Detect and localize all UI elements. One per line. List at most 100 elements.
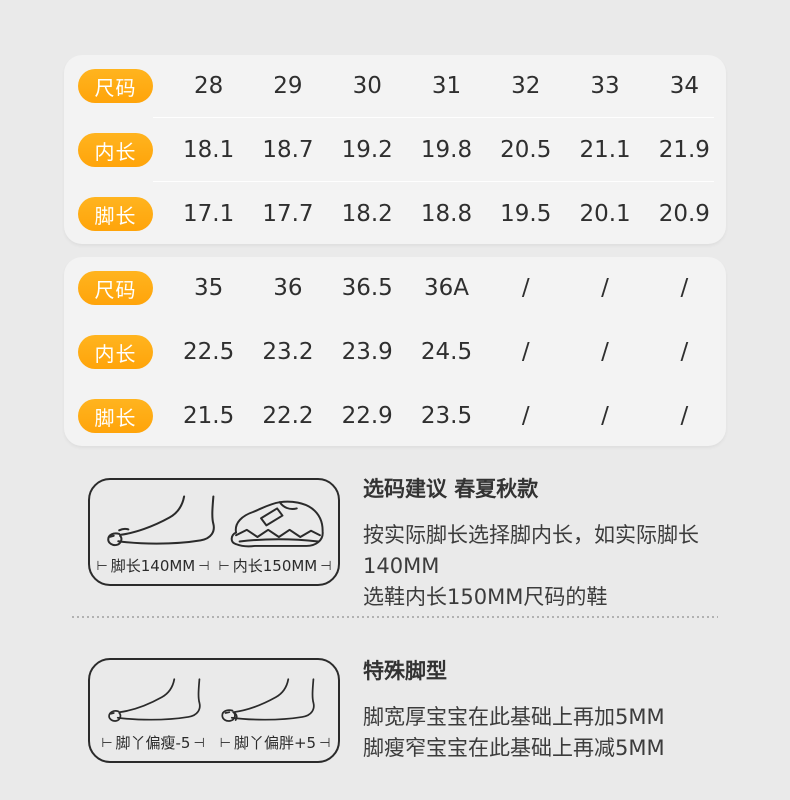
row-label-badge: 内长: [78, 133, 153, 167]
measure-text: 内长150MM: [232, 557, 318, 575]
illustration-area: [90, 480, 338, 553]
dotted-divider: [72, 616, 718, 618]
foot-length-value: 20.1: [579, 201, 631, 227]
foot-length-value: /: [601, 403, 609, 429]
special-foot-text: 特殊脚型 脚宽厚宝宝在此基础上再加5MM 脚瘦窄宝宝在此基础上再减5MM: [363, 655, 773, 764]
row-label-badge: 脚长: [78, 399, 153, 433]
size-value: 36: [273, 275, 303, 301]
special-foot-illustration-box: ⊢ 脚丫偏瘦-5 ⊣ ⊢ 脚丫偏胖+5 ⊣: [88, 658, 340, 763]
table-row-foot-length: 脚长 17.1 17.7 18.2 18.8 19.5 20.1 20.9: [64, 183, 726, 245]
row-cells: 22.5 23.2 23.9 24.5 / / /: [169, 339, 724, 365]
size-table-35-36A: 尺码 35 36 36.5 36A / / / 内长 22.5 23.2 23.…: [64, 257, 726, 446]
measure-text: 脚长140MM: [110, 557, 196, 575]
advice-line-2: 选鞋内长150MM尺码的鞋: [363, 585, 608, 609]
size-value: /: [680, 275, 689, 301]
table-row-size: 尺码 28 29 30 31 32 33 34: [64, 55, 726, 117]
measure-start-tick-icon: ⊢: [101, 736, 113, 751]
size-value: 31: [431, 73, 462, 99]
sneaker-side-icon: [230, 500, 324, 548]
table-row-size: 尺码 35 36 36.5 36A / / /: [64, 257, 726, 319]
measure-start-tick-icon: ⊢: [219, 736, 231, 751]
size-value: /: [521, 275, 530, 301]
measure-text: 脚丫偏瘦-5: [115, 734, 191, 752]
size-value: 33: [590, 73, 620, 99]
illustration-area: [90, 660, 338, 730]
size-value: 35: [194, 275, 224, 301]
inner-length-value: 24.5: [420, 339, 473, 365]
row-label-badge: 尺码: [78, 271, 153, 305]
row-cells: 18.1 18.7 19.2 19.8 20.5 21.1 21.9: [169, 137, 724, 163]
inner-length-value: 19.8: [420, 137, 473, 163]
size-value: 29: [273, 73, 303, 99]
foot-length-value: 18.2: [341, 201, 393, 227]
inner-length-value: 20.5: [500, 137, 552, 163]
thin-foot-measure-label: ⊢ 脚丫偏瘦-5 ⊣: [92, 732, 214, 753]
foot-length-value: 21.5: [183, 403, 235, 429]
special-line-2: 脚瘦窄宝宝在此基础上再减5MM: [363, 736, 665, 760]
inner-length-value: 21.1: [579, 137, 631, 163]
wide-foot-icon: [221, 678, 315, 722]
foot-length-value: 22.2: [262, 403, 314, 429]
row-label-badge: 脚长: [78, 197, 153, 231]
table-row-inner-length: 内长 22.5 23.2 23.9 24.5 / / /: [64, 321, 726, 383]
table-row-inner-length: 内长 18.1 18.7 19.2 19.8 20.5 21.1 21.9: [64, 119, 726, 181]
measure-end-tick-icon: ⊣: [320, 559, 332, 574]
special-line-1: 脚宽厚宝宝在此基础上再加5MM: [363, 705, 665, 729]
inner-length-value: 18.7: [262, 137, 314, 163]
size-value: 32: [511, 73, 541, 99]
row-label-badge: 尺码: [78, 69, 153, 103]
foot-shoe-illustration-box: ⊢ 脚长140MM ⊣ ⊢ 内长150MM ⊣: [88, 478, 340, 586]
size-value: 34: [669, 73, 699, 99]
measure-labels: ⊢ 脚丫偏瘦-5 ⊣ ⊢ 脚丫偏胖+5 ⊣: [90, 730, 338, 761]
foot-length-value: 18.8: [420, 201, 473, 227]
advice-title: 选码建议 春夏秋款: [363, 477, 539, 501]
row-cells: 35 36 36.5 36A / / /: [169, 275, 724, 301]
inner-length-value: 18.1: [183, 137, 235, 163]
inner-length-value: 22.5: [183, 339, 235, 365]
foot-length-value: 19.5: [500, 201, 552, 227]
advice-line-1: 按实际脚长选择脚内长，如实际脚长140MM: [363, 523, 699, 578]
sizing-advice-text: 选码建议 春夏秋款 按实际脚长选择脚内长，如实际脚长140MM 选鞋内长150M…: [363, 473, 773, 613]
measure-start-tick-icon: ⊢: [218, 559, 230, 574]
foot-side-icon: [107, 495, 215, 547]
size-value: 30: [352, 73, 382, 99]
thin-foot-icon: [108, 678, 201, 722]
measure-labels: ⊢ 脚长140MM ⊣ ⊢ 内长150MM ⊣: [90, 553, 338, 584]
foot-length-value: 22.9: [341, 403, 393, 429]
foot-length-measure-label: ⊢ 脚长140MM ⊣: [92, 555, 214, 576]
table-row-foot-length: 脚长 21.5 22.2 22.9 23.5 / / /: [64, 385, 726, 447]
inner-length-value: 21.9: [658, 137, 710, 163]
inner-length-value: /: [680, 339, 689, 365]
size-value: /: [601, 275, 609, 301]
row-cells: 21.5 22.2 22.9 23.5 / / /: [169, 403, 724, 429]
inner-length-value: /: [521, 339, 530, 365]
row-divider: [153, 117, 714, 119]
foot-length-value: /: [521, 403, 530, 429]
inner-length-value: 19.2: [341, 137, 393, 163]
row-cells: 28 29 30 31 32 33 34: [169, 73, 724, 99]
foot-length-value: /: [680, 403, 689, 429]
inner-length-value: 23.2: [262, 339, 314, 365]
measure-end-tick-icon: ⊣: [198, 559, 210, 574]
row-cells: 17.1 17.7 18.2 18.8 19.5 20.1 20.9: [169, 201, 724, 227]
foot-length-value: 17.1: [183, 201, 235, 227]
size-value: 36.5: [341, 275, 393, 301]
row-label-badge: 内长: [78, 335, 153, 369]
size-value: 36A: [423, 275, 469, 301]
inner-length-value: /: [601, 339, 609, 365]
measure-start-tick-icon: ⊢: [96, 559, 108, 574]
size-table-28-34: 尺码 28 29 30 31 32 33 34 内长 18.1 18.7 19.…: [64, 55, 726, 244]
row-divider: [153, 181, 714, 183]
special-title: 特殊脚型: [363, 659, 447, 683]
measure-text: 脚丫偏胖+5: [233, 734, 317, 752]
size-value: 28: [194, 73, 224, 99]
inner-length-value: 23.9: [341, 339, 393, 365]
wide-foot-measure-label: ⊢ 脚丫偏胖+5 ⊣: [214, 732, 336, 753]
foot-length-value: 20.9: [658, 201, 710, 227]
measure-end-tick-icon: ⊣: [193, 736, 205, 751]
inner-length-measure-label: ⊢ 内长150MM ⊣: [214, 555, 336, 576]
measure-end-tick-icon: ⊣: [319, 736, 331, 751]
foot-length-value: 17.7: [262, 201, 314, 227]
foot-length-value: 23.5: [420, 403, 473, 429]
